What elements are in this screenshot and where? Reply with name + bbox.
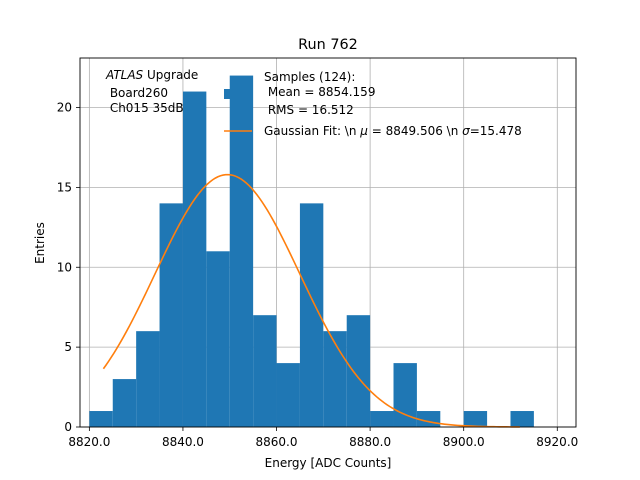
x-tick-label: 8820.0: [68, 435, 110, 449]
x-tick-label: 8880.0: [349, 435, 391, 449]
histogram-bar: [229, 75, 254, 428]
gaussian-fit: [102, 173, 520, 428]
legend-samples-mean: Mean = 8854.159: [264, 85, 375, 99]
y-tick-label: 20: [57, 101, 72, 115]
y-axis-label: Entries: [33, 222, 47, 264]
annotation: ATLAS Upgrade Board260 Ch015 35dB: [105, 68, 198, 115]
legend-fit-label: Gaussian Fit: \n μ = 8849.506 \n σ=15.47…: [264, 124, 522, 138]
chart-title: Run 762: [298, 37, 358, 53]
x-axis-label: Energy [ADC Counts]: [265, 456, 392, 470]
histogram-bar: [276, 363, 300, 427]
x-tick-label: 8920.0: [536, 435, 578, 449]
histogram-bar: [346, 315, 371, 427]
y-axis-ticks: 0 5 10 15 20: [57, 101, 80, 434]
legend-samples-rms: RMS = 16.512: [264, 103, 354, 117]
legend: Samples (124): Mean = 8854.159 RMS = 16.…: [224, 70, 522, 138]
histogram-bar: [206, 251, 230, 427]
histogram-bar: [253, 315, 277, 427]
annotation-line-3: Ch015 35dB: [106, 101, 184, 115]
histogram-bar: [463, 411, 488, 427]
y-tick-label: 5: [64, 340, 72, 354]
annotation-line-2: Board260: [106, 86, 168, 100]
legend-samples-swatch: [224, 89, 252, 99]
histogram-bar: [323, 331, 347, 427]
plot-frame: [79, 57, 577, 428]
gaussian-fit-curve: [102, 173, 520, 428]
histogram-bar: [159, 203, 183, 427]
legend-samples-title: Samples (124):: [264, 70, 355, 84]
histogram-bar: [182, 91, 207, 427]
x-tick-label: 8860.0: [256, 435, 298, 449]
x-axis-ticks: 8820.0 8840.0 8860.0 8880.0 8900.0 8920.0: [68, 427, 578, 449]
x-tick-label: 8840.0: [162, 435, 204, 449]
histogram-bar: [299, 203, 324, 427]
histogram-bar: [136, 331, 160, 427]
histogram-bar: [112, 379, 137, 427]
y-tick-label: 15: [57, 180, 72, 194]
y-tick-label: 0: [64, 420, 72, 434]
histogram-bar: [370, 411, 394, 427]
x-tick-label: 8900.0: [443, 435, 485, 449]
y-tick-label: 10: [57, 260, 72, 274]
histogram-bar: [510, 411, 534, 427]
annotation-line-1: ATLAS Upgrade: [105, 68, 198, 82]
histogram-bar: [89, 411, 113, 427]
